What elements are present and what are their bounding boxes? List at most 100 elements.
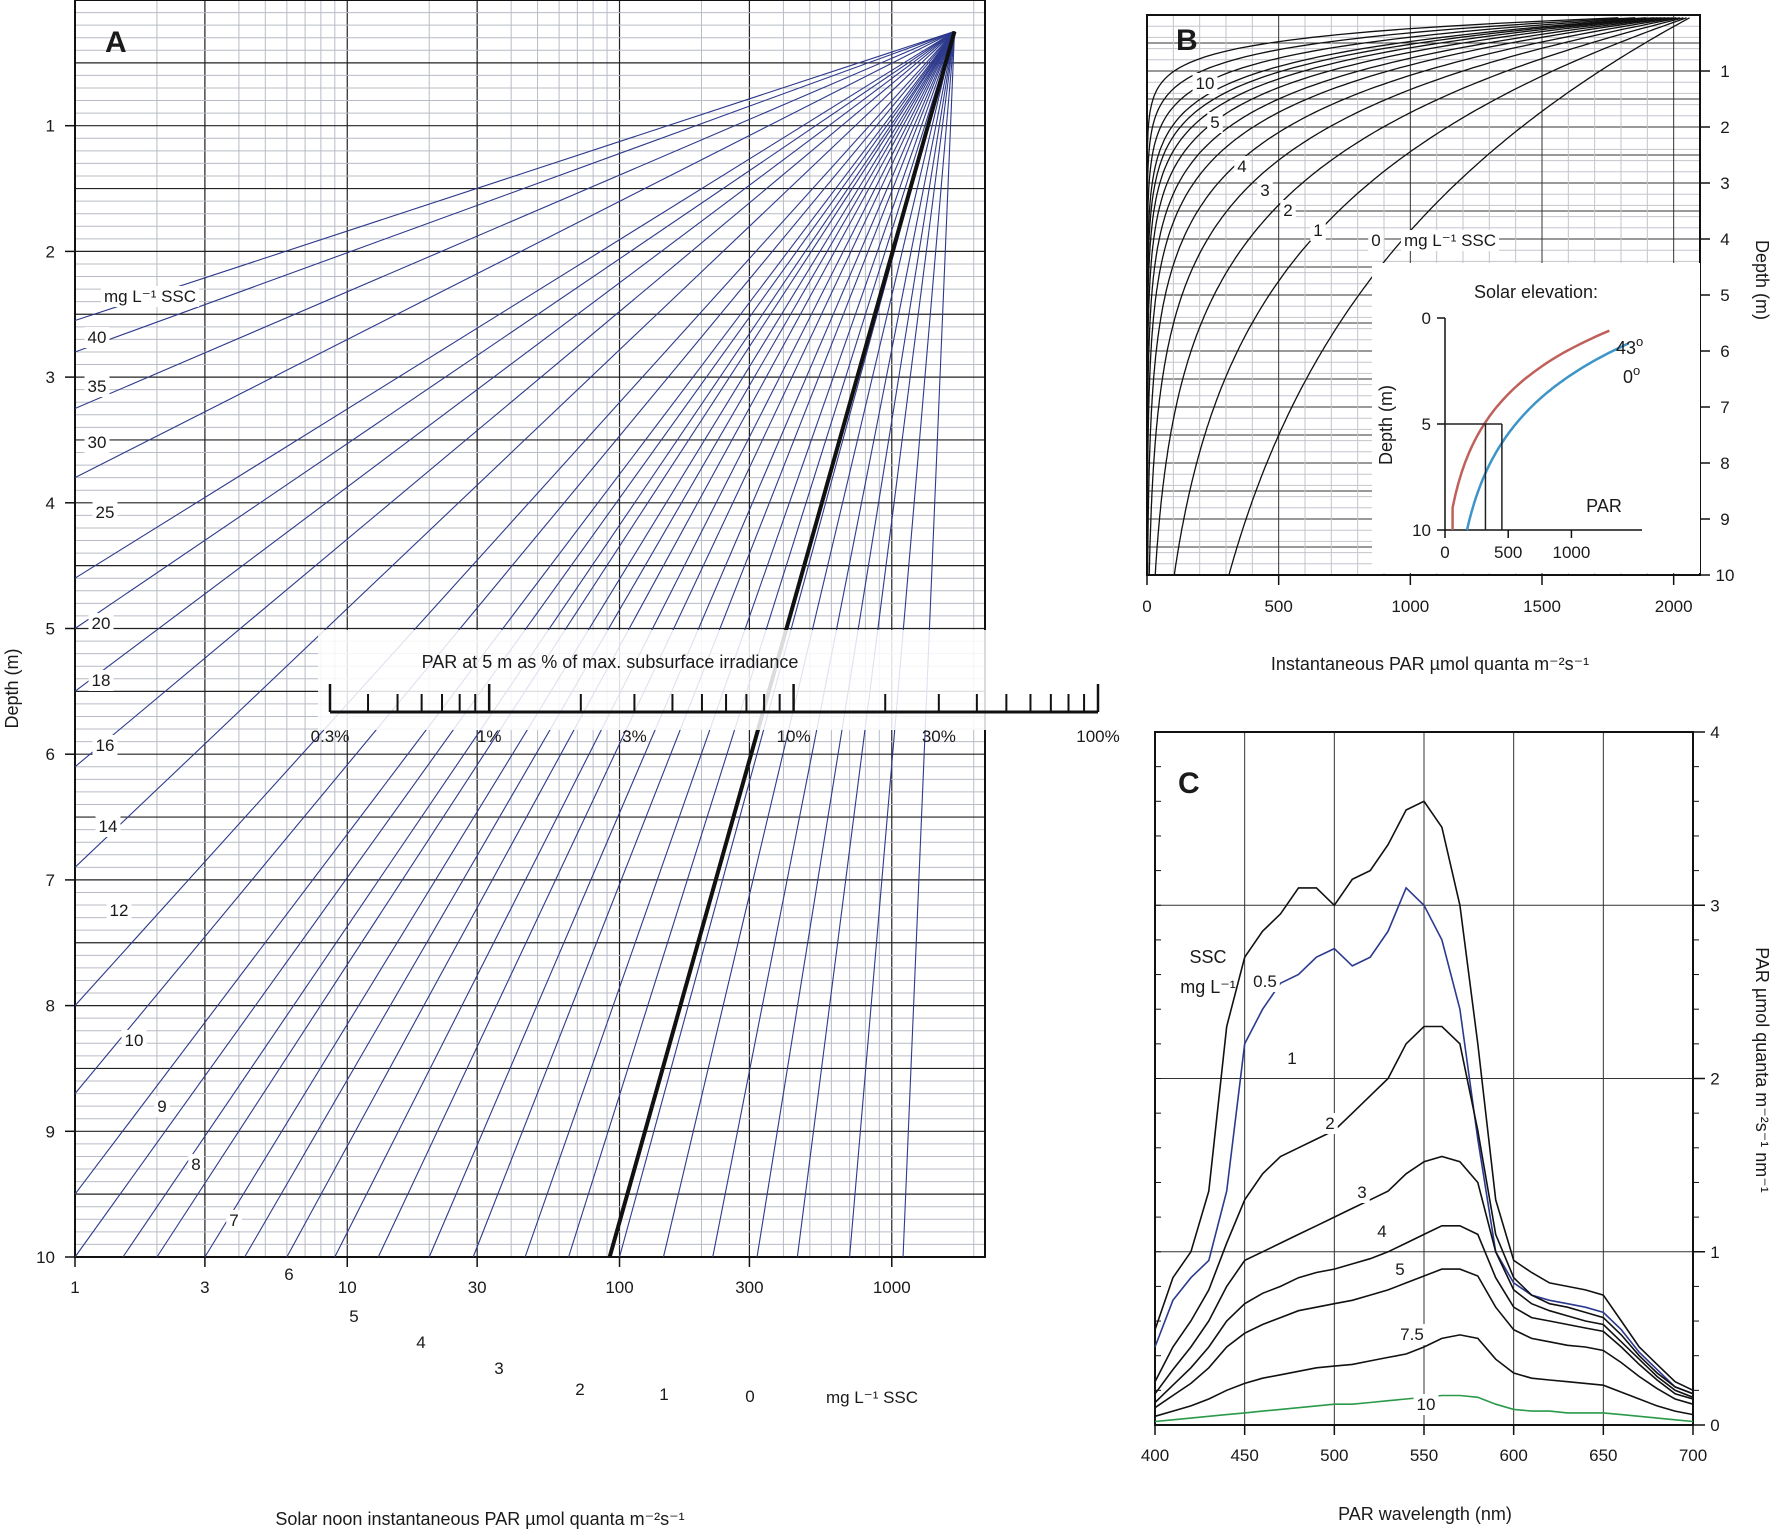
spectrum-7.5 [1154, 1334, 1694, 1418]
inset-label-sup: o [1636, 334, 1643, 349]
curve-label-1-bg [1310, 220, 1326, 241]
curve-label-8: 8 [191, 1155, 200, 1174]
scale-panel-bg [318, 630, 1048, 730]
ssc-curve-8 [74, 31, 955, 1195]
y-tick-label: 10 [1716, 566, 1735, 585]
curve-label-0-bg [742, 1386, 758, 1407]
spectrum-label-4: 4 [1377, 1222, 1386, 1241]
curve-label-10-bg [121, 1030, 147, 1051]
curve-label-3: 3 [494, 1359, 503, 1378]
scale-label: 3% [622, 727, 647, 746]
inset-label-1: 0o [1623, 363, 1640, 387]
x-tick-label: 700 [1679, 1446, 1707, 1465]
curve-label-6: 6 [284, 1265, 293, 1284]
y-tick-label: 2 [1710, 1070, 1719, 1089]
ssc-curve-2 [1146, 17, 1677, 575]
x-tick-label: 100 [605, 1278, 633, 1297]
curve-label-4: 4 [1237, 157, 1246, 176]
x-axis-title: PAR wavelength (nm) [1338, 1504, 1512, 1524]
curve-label-30: 30 [88, 433, 107, 452]
x-tick-label: 400 [1141, 1446, 1169, 1465]
ssc-curve-0 [1228, 17, 1690, 576]
curve-end-label-bg [822, 1387, 922, 1408]
scale-label: 30% [922, 727, 956, 746]
x-axis-title: Instantaneous PAR µmol quanta m⁻²s⁻¹ [1271, 654, 1589, 674]
curve-label-35-bg [84, 376, 110, 397]
curve-label-16: 16 [96, 736, 115, 755]
spectrum-4 [1154, 1225, 1694, 1404]
curve-label-25-bg [92, 502, 118, 523]
x-tick-label: 30 [468, 1278, 487, 1297]
spectrum-label-2-bg [1322, 1113, 1338, 1134]
ssc-curve-25 [74, 30, 955, 479]
x-tick-label: 500 [1264, 597, 1292, 616]
y-tick-label: 2 [1720, 118, 1729, 137]
spectrum-label-5: 5 [1395, 1260, 1404, 1279]
curve-end-label: mg L⁻¹ SSC [1404, 231, 1496, 250]
y-tick-label: 6 [1720, 342, 1729, 361]
scale-label: 10% [777, 727, 811, 746]
y-tick-label: 7 [1720, 398, 1729, 417]
y-tick-label: 6 [46, 745, 55, 764]
x-tick-label: 650 [1589, 1446, 1617, 1465]
y-tick-label: 4 [46, 494, 55, 513]
curve-label-2-bg [1280, 200, 1296, 221]
ssc-curve-16 [74, 30, 955, 692]
curve-label-4-bg [1234, 156, 1250, 177]
curve-label-3-bg [491, 1358, 507, 1379]
ssc-curve-12 [74, 31, 955, 868]
inset-curve-0deg [1465, 342, 1630, 531]
x-tick-label: 1500 [1523, 597, 1561, 616]
curve-label-0: 0 [1371, 231, 1380, 250]
curve-label-3-bg [1257, 180, 1273, 201]
y-tick-label: 5 [46, 620, 55, 639]
x-tick-label: 1000 [1391, 597, 1429, 616]
curve-label-1: 1 [1313, 221, 1322, 240]
curve-label-5: 5 [1210, 113, 1219, 132]
curve-extra-6 [1173, 17, 1687, 576]
curve-label-4-bg [413, 1332, 429, 1353]
y-tick-label: 8 [46, 997, 55, 1016]
y-tick-label: 4 [1710, 723, 1719, 742]
inset-label-main: 0 [1623, 367, 1633, 387]
panel-letter-c: C [1178, 767, 1200, 800]
curve-label-8-bg [188, 1154, 204, 1175]
spectrum-5 [1154, 1268, 1694, 1409]
y-tick-label: 9 [1720, 510, 1729, 529]
ssc-curve-40 [74, 30, 955, 322]
curve-label-1-bg [656, 1384, 672, 1405]
curve-label-9: 9 [157, 1097, 166, 1116]
curve-label-20: 20 [92, 614, 111, 633]
legend-title-units: mg L⁻¹ [1180, 977, 1236, 997]
inset-x-tick-label: 0 [1440, 543, 1449, 562]
inset-bg [1372, 263, 1700, 573]
spectrum-label-5-bg [1392, 1259, 1408, 1280]
ssc-curve-9 [74, 31, 955, 1094]
y-tick-label: 3 [1720, 174, 1729, 193]
y-axis-title: Depth (m) [2, 648, 22, 728]
inset-y-tick-label: 5 [1422, 415, 1431, 434]
y-tick-label: 10 [36, 1248, 55, 1267]
inset-x-tick-label: 500 [1494, 543, 1522, 562]
inset-label-sup: o [1633, 363, 1640, 378]
ssc-curve-10 [74, 31, 955, 1006]
curve-extra-4 [1146, 17, 1673, 575]
curve-label-7: 7 [229, 1211, 238, 1230]
y-tick-label: 1 [46, 117, 55, 136]
spectrum-label-7.5: 7.5 [1400, 1325, 1424, 1344]
panel-b: 0 500 1000 1500 200012345678910Instantaneous… [1142, 14, 1772, 674]
inset-title: Solar elevation: [1474, 282, 1598, 302]
spectrum-label-3: 3 [1357, 1183, 1366, 1202]
spectrum-3 [1154, 1155, 1694, 1399]
curve-end-label: mg L⁻¹ SSC [826, 1388, 918, 1407]
x-tick-label: 300 [735, 1278, 763, 1297]
x-tick-label: 3 [200, 1278, 209, 1297]
curve-label-2: 2 [1283, 201, 1292, 220]
x-tick-label: 0 [1142, 597, 1151, 616]
panel-letter-b: B [1176, 24, 1198, 57]
curve-label-14: 14 [99, 817, 118, 836]
curve-label-40: 40 [88, 328, 107, 347]
inset-label-0: 43o [1616, 334, 1643, 358]
